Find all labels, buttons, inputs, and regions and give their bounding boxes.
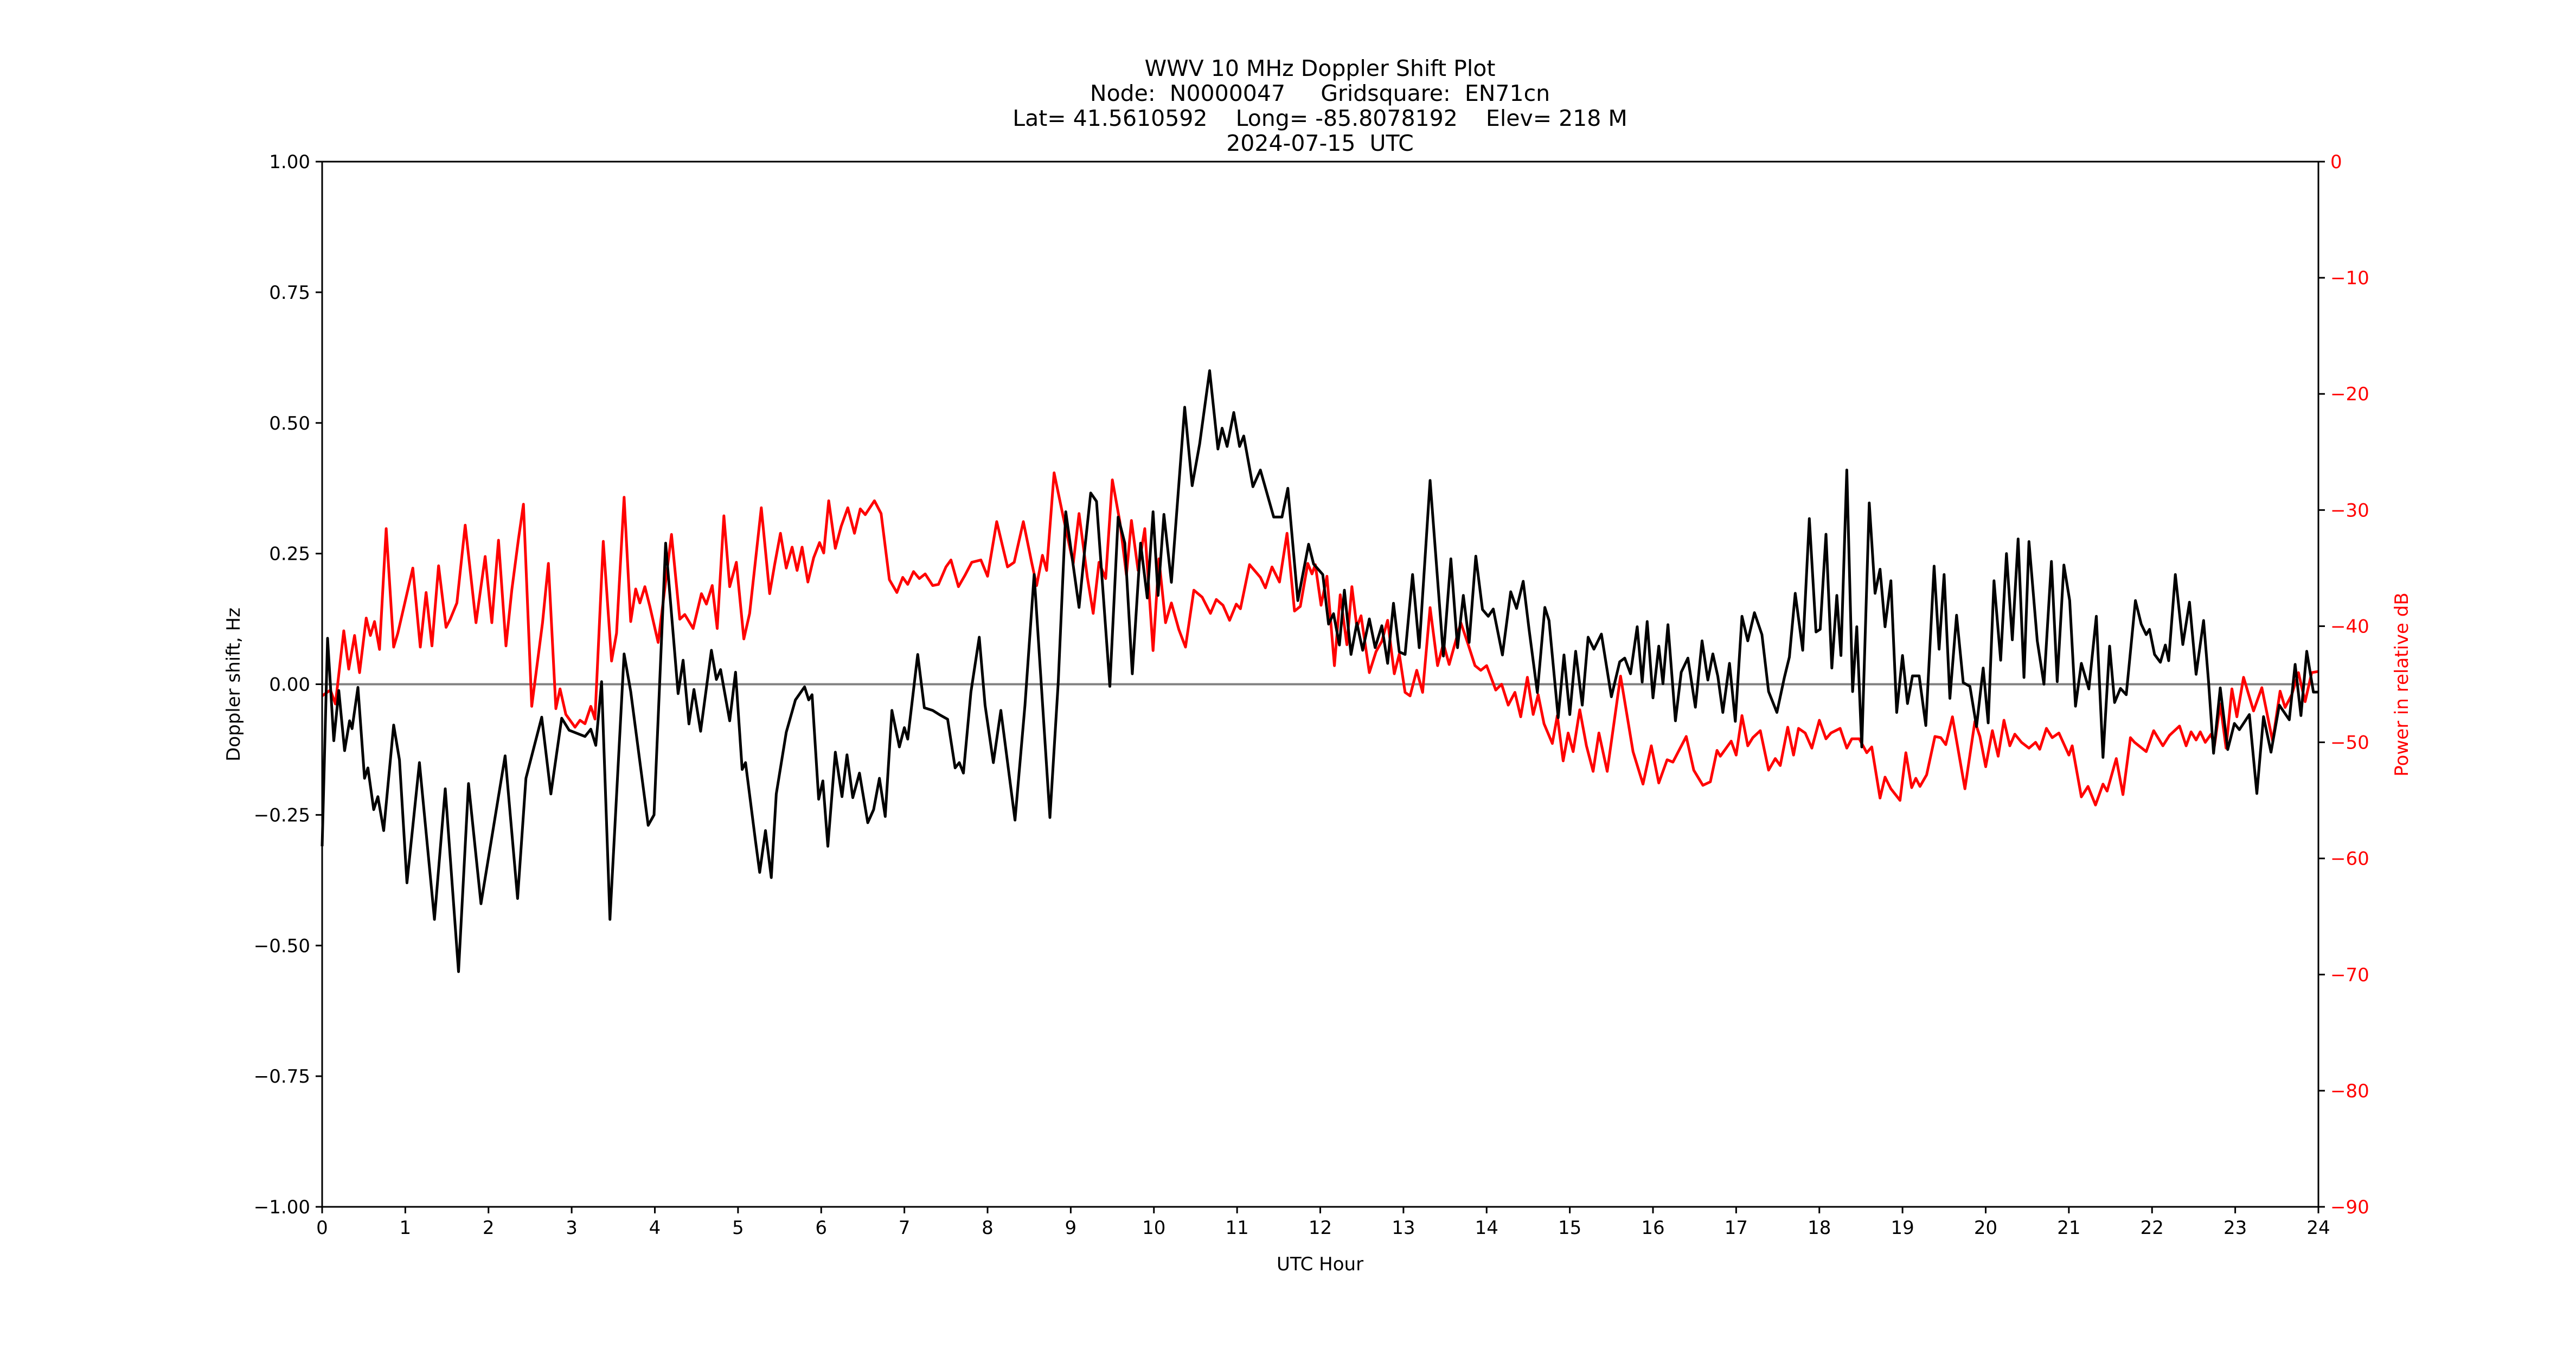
x-tick-label: 14 <box>1475 1217 1498 1239</box>
x-tick-label: 1 <box>400 1217 412 1239</box>
y-tick-label: −0.75 <box>254 1066 310 1088</box>
x-tick-label: 19 <box>1891 1217 1914 1239</box>
x-tick-label: 15 <box>1558 1217 1581 1239</box>
x-tick-label: 18 <box>1808 1217 1831 1239</box>
x-tick-label: 16 <box>1641 1217 1664 1239</box>
y2-tick-label: 0 <box>2330 151 2342 173</box>
x-tick-label: 22 <box>2141 1217 2164 1239</box>
y-tick-label: −0.50 <box>254 935 310 957</box>
x-tick-label: 12 <box>1309 1217 1332 1239</box>
y-tick-label: −0.25 <box>254 804 310 826</box>
x-tick-label: 2 <box>483 1217 495 1239</box>
y2-tick-label: −40 <box>2330 616 2369 637</box>
title-line-1: WWV 10 MHz Doppler Shift Plot <box>1145 55 1496 81</box>
y-axis-label-power: Power in relative dB <box>2391 592 2413 776</box>
x-tick-label: 6 <box>815 1217 827 1239</box>
y-axis-doppler: 1.00 0.75 0.50 0.25 0.00 −0.25 −0.50 −0.75 −1.00 <box>254 151 322 1218</box>
power-series-line <box>321 471 2319 807</box>
x-tick-label: 7 <box>899 1217 911 1239</box>
doppler-series-line <box>321 369 2318 973</box>
y2-tick-label: −30 <box>2330 500 2369 521</box>
y-axis-label-doppler: Doppler shift, Hz <box>223 607 245 762</box>
x-tick-label: 0 <box>316 1217 328 1239</box>
y-tick-label: 0.75 <box>269 282 310 304</box>
x-axis-label: UTC Hour <box>1277 1253 1363 1275</box>
y2-tick-label: −80 <box>2330 1080 2369 1102</box>
chart-title: WWV 10 MHz Doppler Shift Plot Node: N000… <box>1013 55 1627 156</box>
y-axis-power: 0 −10 −20 −30 −40 −50 −60 −70 −80 −90 <box>2318 151 2369 1218</box>
title-line-3: Lat= 41.5610592 Long= -85.8078192 Elev= … <box>1013 105 1627 131</box>
y-tick-label: 1.00 <box>269 151 310 173</box>
x-tick-label: 8 <box>982 1217 994 1239</box>
x-tick-label: 24 <box>2306 1217 2330 1239</box>
x-tick-label: 4 <box>649 1217 661 1239</box>
x-tick-label: 5 <box>732 1217 744 1239</box>
y-tick-label: 0.50 <box>269 413 310 434</box>
x-axis: 0 1 2 3 4 5 6 7 8 9 10 11 12 13 14 15 16 17 18 19 20 21 22 23 24 <box>316 1207 2330 1239</box>
y-tick-label: −1.00 <box>254 1197 310 1218</box>
y-tick-label: 0.00 <box>269 674 310 696</box>
x-tick-label: 17 <box>1725 1217 1748 1239</box>
y2-tick-label: −70 <box>2330 964 2369 986</box>
x-tick-label: 13 <box>1392 1217 1415 1239</box>
x-tick-label: 10 <box>1142 1217 1165 1239</box>
x-tick-label: 11 <box>1225 1217 1248 1239</box>
y2-tick-label: −20 <box>2330 383 2369 405</box>
title-line-4: 2024-07-15 UTC <box>1226 130 1414 156</box>
y2-tick-label: −60 <box>2330 848 2369 870</box>
title-line-2: Node: N0000047 Gridsquare: EN71cn <box>1090 80 1550 106</box>
x-tick-label: 3 <box>566 1217 578 1239</box>
y-tick-label: 0.25 <box>269 543 310 565</box>
x-tick-label: 20 <box>1974 1217 1997 1239</box>
y2-tick-label: −50 <box>2330 732 2369 754</box>
x-tick-label: 23 <box>2223 1217 2247 1239</box>
y2-tick-label: −10 <box>2330 267 2369 289</box>
x-tick-label: 21 <box>2057 1217 2080 1239</box>
x-tick-label: 9 <box>1065 1217 1077 1239</box>
y2-tick-label: −90 <box>2330 1197 2369 1218</box>
